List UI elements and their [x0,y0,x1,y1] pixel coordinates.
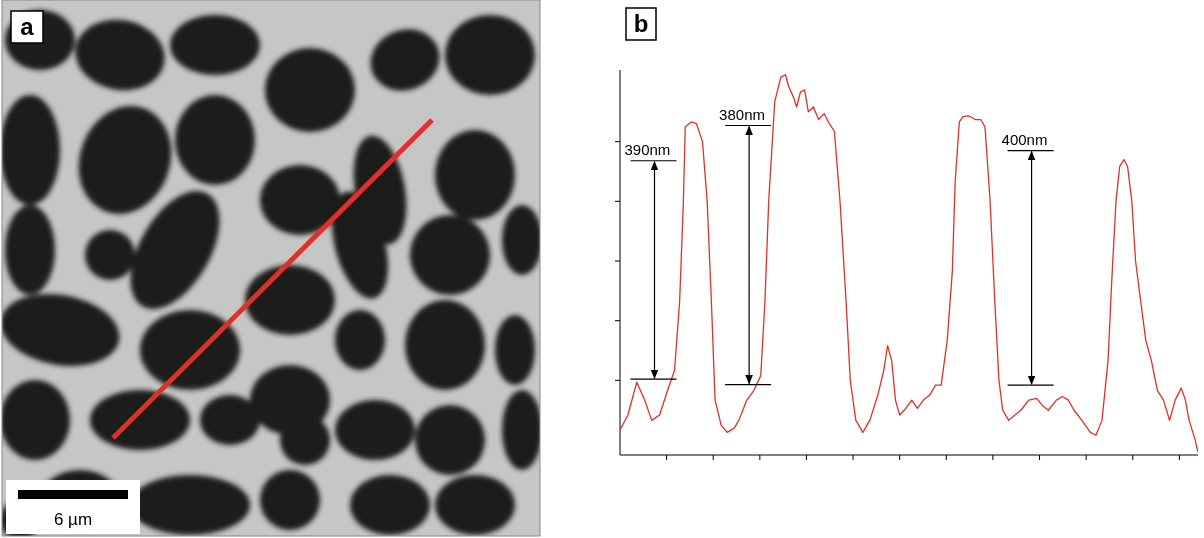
annotation-cap [630,379,676,380]
domain [2,95,60,205]
domain [335,400,415,460]
y-axis [620,70,621,455]
domain [405,300,485,390]
domain [140,310,240,390]
annotation-label-background [718,106,766,123]
domain [2,380,70,460]
domain [495,315,535,385]
domain [502,205,540,275]
domain [200,395,260,445]
domain [5,205,55,295]
annotation-arrow [1031,152,1032,385]
domain [362,20,448,100]
x-tick [899,455,900,460]
plot-area [620,75,1198,452]
micrograph [2,0,540,536]
domain [435,130,515,220]
x-tick [1132,455,1133,460]
x-tick [759,455,760,460]
scale-bar-background [6,480,140,534]
y-tick [615,320,620,321]
profile-line [113,120,432,438]
domain [322,185,399,304]
x-axis [620,455,1198,456]
figure: a 6 µm b 390nm 380nm 400nm [0,0,1204,538]
domain [85,230,135,280]
image-background [2,0,540,536]
x-tick [666,455,667,460]
domain [445,15,535,95]
x-tick [1086,455,1087,460]
domain [410,215,490,295]
domain [502,390,540,470]
annotation-cap [630,160,676,161]
domain [175,95,255,185]
scale-bar-label: 6 µm [54,510,92,529]
domain [350,475,430,535]
annotation-cap [725,125,771,126]
domain [245,265,335,335]
profile [620,75,1198,452]
x-tick [713,455,714,460]
x-tick [992,455,993,460]
y-tick [615,201,620,202]
panel-letter-box [11,11,43,43]
y-tick [615,261,620,262]
x-tick [1039,455,1040,460]
y-tick [615,380,620,381]
domain [335,310,385,370]
domain [170,15,260,75]
annotation-cap [725,384,771,385]
domain [90,390,190,450]
panel-letter-box [626,8,656,40]
annotation-arrow [654,162,655,378]
domain [112,176,238,324]
annotation-arrow [749,127,750,384]
panel-letter: a [20,13,34,40]
annotation-cap [1008,150,1054,151]
x-tick [806,455,807,460]
annotation-label-background [623,141,671,158]
domain [265,48,355,132]
annotation-label-background [1001,131,1049,148]
domain [5,10,75,70]
y-tick [615,141,620,142]
annotation-label: 380nm [719,106,765,123]
annotation-cap [1008,385,1054,386]
domain [415,405,485,475]
domain [130,475,250,535]
x-tick [1179,455,1180,460]
domain [260,470,320,530]
x-tick [853,455,854,460]
scale-bar [18,490,128,499]
domain [280,415,330,465]
annotation-label: 390nm [624,141,670,158]
domain [70,13,171,98]
image-frame [2,0,540,536]
annotation-label: 400nm [1002,131,1048,148]
domain [2,285,125,375]
x-tick [946,455,947,460]
domain [435,475,515,535]
domains [2,10,540,536]
panel-letter: b [634,10,649,37]
